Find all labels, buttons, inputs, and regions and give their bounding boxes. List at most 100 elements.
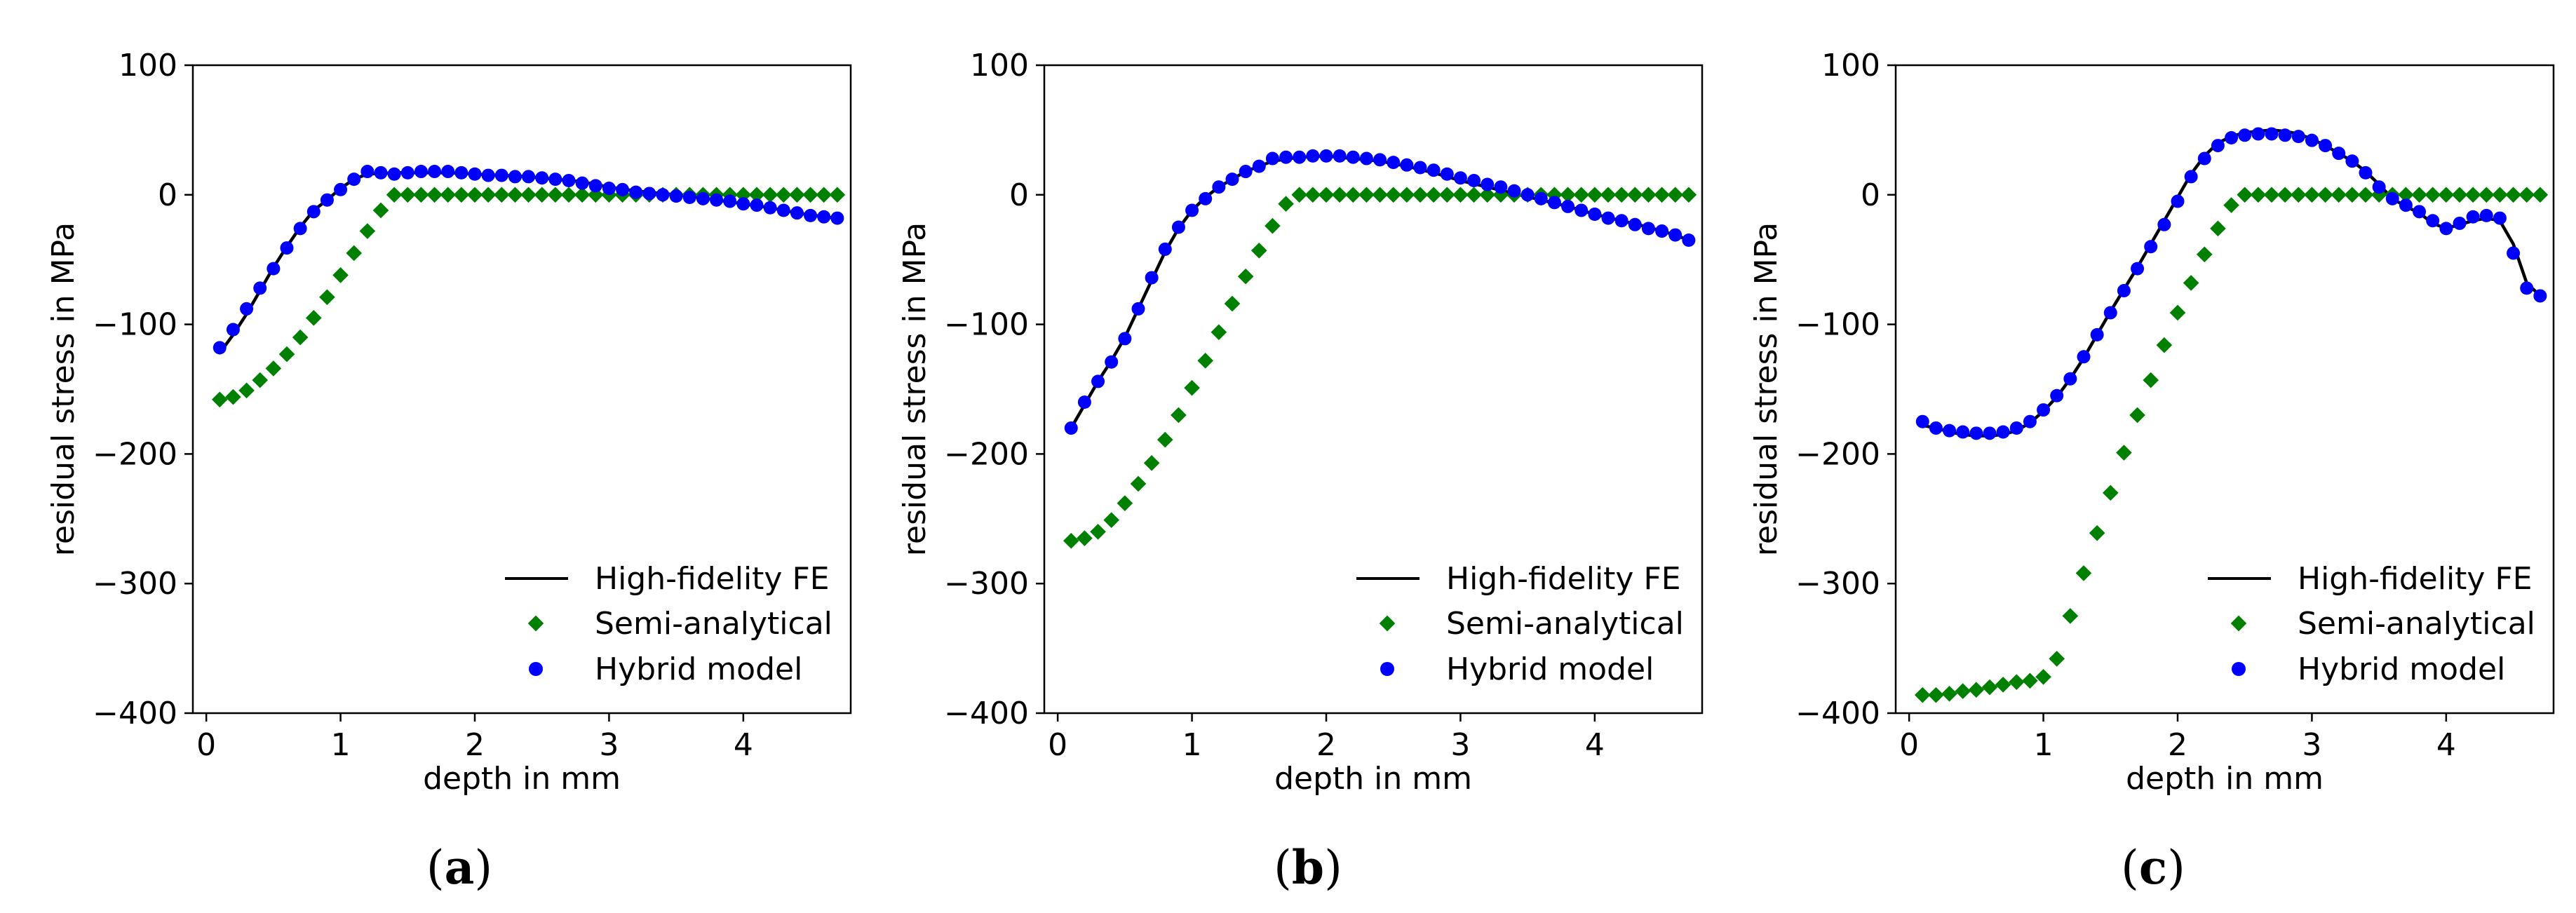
hybrid-model-point	[1614, 214, 1628, 228]
semi-analytical-point	[2143, 372, 2159, 388]
semi-analytical-point	[1586, 187, 1603, 203]
hybrid-model-point	[2439, 222, 2453, 236]
semi-analytical-point	[2425, 187, 2441, 203]
hybrid-model-point	[1400, 158, 1414, 172]
hybrid-model-point	[1413, 161, 1427, 175]
legend-label-semi-analytical: Semi-analytical	[595, 606, 832, 642]
hybrid-model-point	[588, 179, 602, 193]
hybrid-model-point	[468, 167, 482, 181]
semi-analytical-point	[413, 187, 429, 203]
hybrid-model-point	[2319, 139, 2333, 153]
hybrid-model-point	[616, 182, 630, 196]
semi-analytical-point	[1412, 187, 1429, 203]
hybrid-model-point	[2184, 170, 2198, 184]
semi-analytical-point	[305, 310, 322, 326]
hybrid-model-point	[213, 341, 227, 355]
legend-label-hybrid-model: Hybrid model	[595, 651, 802, 687]
marks-b	[1063, 149, 1697, 549]
x-tick-label: 4	[2436, 727, 2456, 763]
panel-label-b: (b)	[1274, 840, 1342, 895]
semi-analytical-point	[1184, 379, 1200, 396]
hybrid-model-point	[2171, 194, 2185, 208]
hybrid-model-point	[830, 211, 844, 225]
hybrid-model-point	[2305, 133, 2319, 147]
semi-analytical-point	[2411, 187, 2427, 203]
semi-analytical-point	[1103, 512, 1120, 528]
legend-dot-swatch	[2232, 662, 2246, 676]
semi-analytical-point	[2263, 187, 2280, 203]
ticks-a: 0 1 2 3 4 100 0 −100 −200 −300 −400	[93, 48, 753, 763]
semi-analytical-point	[211, 391, 228, 408]
semi-analytical-point	[775, 187, 792, 203]
semi-analytical-point	[534, 187, 551, 203]
semi-analytical-point	[1600, 187, 1617, 203]
semi-analytical-point	[1452, 187, 1469, 203]
semi-analytical-point	[2169, 304, 2186, 321]
hybrid-model-point	[710, 193, 724, 207]
hybrid-model-point	[696, 191, 710, 205]
legend-label-high-fidelity-fe: High-fidelity FE	[595, 561, 830, 597]
x-tick-label: 0	[1048, 727, 1067, 763]
semi-analytical-point	[1171, 407, 1187, 424]
hybrid-model-point	[2278, 128, 2292, 142]
hybrid-model-point	[776, 203, 790, 217]
hybrid-model-point	[2117, 284, 2131, 298]
hybrid-model-point	[1373, 153, 1387, 167]
hybrid-model-point	[2385, 191, 2399, 205]
hybrid-model-point	[1293, 150, 1307, 164]
semi-analytical-point	[2062, 608, 2079, 624]
semi-analytical-point	[453, 187, 470, 203]
hybrid-model-point	[1131, 302, 1145, 316]
x-tick-label: 3	[1450, 727, 1470, 763]
semi-analytical-point	[2317, 187, 2333, 203]
hybrid-model-point	[2197, 151, 2211, 165]
semi-analytical-point	[319, 289, 335, 306]
x-tick-label: 1	[2034, 727, 2054, 763]
semi-analytical-point	[238, 382, 255, 399]
hybrid-model-point	[736, 197, 750, 211]
marks-a	[211, 165, 846, 408]
hybrid-model-point	[1453, 171, 1467, 185]
legend-label-semi-analytical: Semi-analytical	[2298, 606, 2535, 642]
hybrid-model-point	[2345, 154, 2359, 168]
plot-area-b	[1043, 64, 1704, 715]
semi-analytical-point	[2008, 674, 2025, 690]
hybrid-model-point	[750, 198, 764, 212]
hybrid-model-point	[1105, 355, 1119, 369]
hybrid-model-point	[1346, 150, 1360, 164]
hybrid-model-point	[1265, 151, 1279, 165]
y-tick-label: 100	[970, 48, 1029, 83]
y-tick-label: −100	[944, 307, 1029, 343]
semi-analytical-point	[1941, 685, 1957, 702]
hybrid-model-point	[2332, 147, 2346, 161]
panel-b: 0 1 2 3 4 100 0 −100 −200 −300 −400 depth in mm re…	[897, 48, 1704, 797]
semi-analytical-point	[2183, 275, 2199, 291]
semi-analytical-point	[1265, 217, 1281, 234]
hybrid-model-point	[1641, 222, 1655, 236]
semi-analytical-point	[1573, 187, 1590, 203]
semi-analytical-point	[2102, 485, 2119, 501]
hybrid-model-point	[441, 165, 455, 179]
hybrid-model-point	[522, 170, 536, 184]
hybrid-model-point	[1588, 208, 1602, 222]
y-tick-label: −400	[1795, 696, 1880, 731]
legend-a: High-fidelity FE Semi-analytical Hybrid …	[505, 561, 832, 687]
y-tick-label: 100	[1821, 48, 1880, 83]
semi-analytical-point	[520, 187, 537, 203]
hybrid-model-point	[428, 165, 442, 179]
semi-analytical-point	[265, 360, 282, 377]
hybrid-model-point	[2211, 139, 2225, 153]
hybrid-model-point	[494, 168, 508, 182]
hybrid-model-point	[2453, 216, 2467, 230]
x-tick-label: 4	[734, 727, 753, 763]
hybrid-model-point	[1199, 191, 1213, 205]
semi-analytical-point	[2089, 525, 2105, 541]
semi-analytical-point	[2116, 445, 2132, 461]
semi-analytical-point	[1156, 431, 1173, 448]
hybrid-model-point	[1185, 203, 1199, 217]
y-tick-label: −200	[944, 436, 1029, 472]
hybrid-model-point	[1333, 149, 1347, 163]
semi-analytical-point	[1385, 187, 1402, 203]
hybrid-model-point	[2157, 217, 2171, 231]
semi-analytical-point	[1466, 187, 1482, 203]
